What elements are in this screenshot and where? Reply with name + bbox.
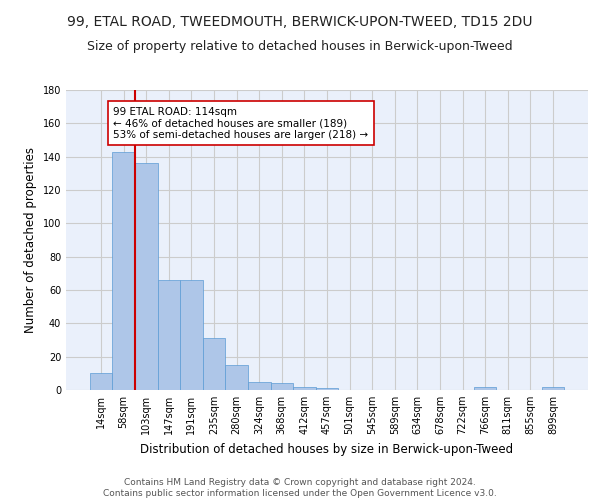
Bar — [316, 388, 338, 390]
Bar — [135, 164, 158, 390]
Text: 99, ETAL ROAD, TWEEDMOUTH, BERWICK-UPON-TWEED, TD15 2DU: 99, ETAL ROAD, TWEEDMOUTH, BERWICK-UPON-… — [67, 15, 533, 29]
Bar — [474, 386, 496, 390]
Bar — [226, 365, 248, 390]
Bar — [542, 386, 564, 390]
Bar — [180, 280, 203, 390]
Text: Size of property relative to detached houses in Berwick-upon-Tweed: Size of property relative to detached ho… — [87, 40, 513, 53]
X-axis label: Distribution of detached houses by size in Berwick-upon-Tweed: Distribution of detached houses by size … — [140, 442, 514, 456]
Bar — [248, 382, 271, 390]
Y-axis label: Number of detached properties: Number of detached properties — [24, 147, 37, 333]
Bar — [293, 386, 316, 390]
Bar — [271, 384, 293, 390]
Bar — [203, 338, 226, 390]
Text: 99 ETAL ROAD: 114sqm
← 46% of detached houses are smaller (189)
53% of semi-deta: 99 ETAL ROAD: 114sqm ← 46% of detached h… — [113, 106, 368, 140]
Text: Contains HM Land Registry data © Crown copyright and database right 2024.
Contai: Contains HM Land Registry data © Crown c… — [103, 478, 497, 498]
Bar — [90, 374, 112, 390]
Bar — [158, 280, 180, 390]
Bar — [112, 152, 135, 390]
